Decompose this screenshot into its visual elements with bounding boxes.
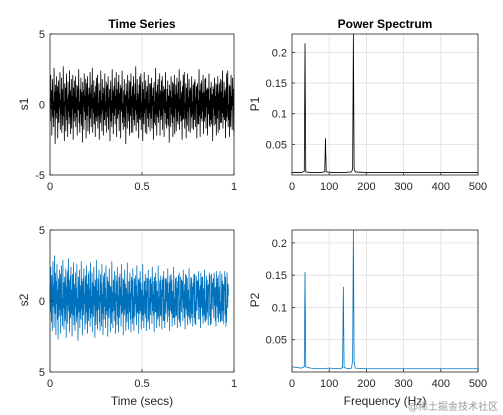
spectrum-p1-plot-area bbox=[292, 34, 478, 175]
time-s1-xtick-label: 1 bbox=[231, 181, 237, 193]
time-s1-ytick-label: -5 bbox=[35, 170, 45, 182]
time-s2-xtick-label: 1 bbox=[231, 378, 237, 390]
spectrum-p1-xtick-label: 0 bbox=[289, 181, 295, 193]
spectrum-p2-axes-box bbox=[291, 229, 479, 373]
time-s2-xtick-label: 0.5 bbox=[134, 378, 149, 390]
power-spectrum-p1-panel: Power Spectrum P1 0 100 200 300 400 500 0.05 0.… bbox=[248, 17, 487, 193]
spectrum-p1-ytick-label: 0.15 bbox=[266, 78, 287, 90]
spectrum-p2-xtick-label: 100 bbox=[320, 378, 338, 390]
spectrum-p2-ytick-label: 0.1 bbox=[272, 302, 287, 314]
spectrum-p1-xtick-label: 500 bbox=[469, 181, 487, 193]
spectrum-p2-ytick-label: 0.05 bbox=[266, 335, 287, 347]
spectrum-p1-ytick-label: 0.2 bbox=[272, 47, 287, 59]
spectrum-p2-xtick-label: 300 bbox=[394, 378, 412, 390]
spectrum-p1-axes-box bbox=[291, 33, 479, 176]
time-series-s1-panel: Time Series s1 0 0.5 1-505 bbox=[17, 17, 237, 193]
time-series-title: Time Series bbox=[108, 17, 175, 31]
time-s2-ytick-label: 5 bbox=[39, 367, 45, 379]
spectrum-p2-xtick-label: 500 bbox=[469, 378, 487, 390]
time-xlabel: Time (secs) bbox=[111, 394, 173, 408]
spectrum-p2-ytick-label: 0.15 bbox=[266, 270, 287, 282]
time-s1-xtick-label: 0.5 bbox=[134, 181, 149, 193]
spectrum-p1-ytick-label: 0.1 bbox=[272, 109, 287, 121]
s2-ylabel: s2 bbox=[17, 293, 31, 306]
spectrum-p1-xtick-label: 400 bbox=[432, 181, 450, 193]
p2-ylabel: P2 bbox=[248, 292, 262, 307]
time-s2-ytick-label: 5 bbox=[39, 225, 45, 237]
p1-ylabel: P1 bbox=[248, 96, 262, 111]
spectrum-p2-xtick-label: 400 bbox=[432, 378, 450, 390]
spectrum-p1-xtick-label: 100 bbox=[320, 181, 338, 193]
spectrum-p2-xtick-label: 200 bbox=[357, 378, 375, 390]
spectrum-p1-xtick-label: 200 bbox=[357, 181, 375, 193]
power-spectrum-p2-panel: P2 Frequency (Hz) 0 100 200 300 400 500 0.05 0.… bbox=[248, 229, 487, 408]
spectrum-p1-xtick-label: 300 bbox=[394, 181, 412, 193]
time-s1-xtick-label: 0 bbox=[47, 181, 53, 193]
time-s2-ytick-label: 0 bbox=[39, 296, 45, 308]
frequency-xlabel: Frequency (Hz) bbox=[344, 394, 427, 408]
spectrum-p1-ytick-label: 0.05 bbox=[266, 139, 287, 151]
s1-ylabel: s1 bbox=[17, 97, 31, 110]
spectrum-p1-series-line bbox=[292, 33, 478, 173]
spectrum-p2-ytick-label: 0.2 bbox=[272, 238, 287, 250]
spectrum-p2-series-line bbox=[291, 229, 478, 370]
time-s1-ytick-label: 5 bbox=[39, 29, 45, 41]
time-s2-series-line bbox=[49, 255, 229, 341]
time-s1-ytick-label: 0 bbox=[39, 100, 45, 112]
power-spectrum-title: Power Spectrum bbox=[338, 17, 433, 31]
watermark-text: @稀土掘金技术社区 bbox=[408, 400, 498, 413]
time-s1-series-line bbox=[49, 66, 235, 144]
time-s2-xtick-label: 0 bbox=[47, 378, 53, 390]
spectrum-p2-xtick-label: 0 bbox=[289, 378, 295, 390]
spectrum-p2-plot-area bbox=[292, 230, 478, 372]
